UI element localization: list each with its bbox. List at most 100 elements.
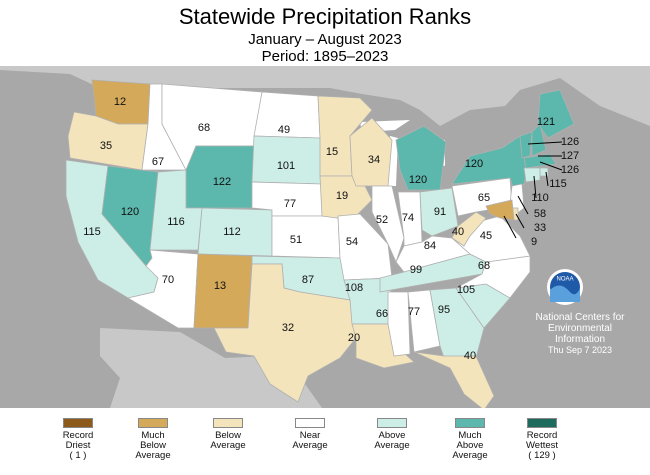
mexico-land xyxy=(100,328,322,408)
legend-item: Record Wettest( 129 ) xyxy=(502,418,582,461)
map-base-period: Period: 1895–2023 xyxy=(261,48,389,65)
legend-label-line: Average xyxy=(292,440,328,451)
state-rank-fl: 40 xyxy=(464,350,476,362)
state-tx xyxy=(213,263,357,403)
precipitation-map: 12 35 115 120 67 68 122 116 112 70 13 49 101 77 51 87 32… xyxy=(0,66,650,408)
state-rank-mi: 120 xyxy=(409,174,427,186)
legend-label-line: Below xyxy=(215,430,241,441)
state-il xyxy=(371,185,405,264)
state-rank-ky: 84 xyxy=(424,240,436,252)
state-rank-nc: 68 xyxy=(478,260,490,272)
legend-label-line: Much xyxy=(141,430,165,441)
state-ms xyxy=(387,291,411,357)
state-rank-tn: 99 xyxy=(410,264,422,276)
legend-swatch xyxy=(138,418,168,428)
legend-label-line: ( 1 ) xyxy=(69,450,87,461)
ncei-line3: Information xyxy=(554,334,606,345)
state-rank-nd: 49 xyxy=(278,124,290,136)
state-ks xyxy=(271,215,341,259)
legend-label-line: Record xyxy=(526,430,558,441)
leader-line-ri xyxy=(545,171,549,187)
state-rank-in: 74 xyxy=(402,212,414,224)
legend-item: Much Below Average xyxy=(113,418,193,461)
state-rank-ok: 87 xyxy=(302,274,314,286)
legend-swatch xyxy=(455,418,485,428)
noaa-logo-text: NOAA xyxy=(556,277,573,283)
leader-line-ct xyxy=(533,175,537,199)
legend-label-line: Driest xyxy=(65,440,91,451)
map-period-label: January – August 2023 xyxy=(248,31,402,48)
legend-label-line: Average xyxy=(374,440,410,451)
state-rank-ma: 126 xyxy=(561,164,579,176)
state-oh xyxy=(419,187,459,237)
legend-item: Record Driest( 1 ) xyxy=(38,418,118,461)
state-rank-mn: 15 xyxy=(326,146,338,158)
state-rank-ct: 110 xyxy=(531,192,549,204)
legend: Record Driest( 1 ) Much Below Average Below Av… xyxy=(0,418,650,475)
noaa-logo: NOAA xyxy=(547,269,583,305)
legend-item: Below Average xyxy=(188,418,268,451)
state-rank-sd: 101 xyxy=(277,160,295,172)
map-title: Statewide Precipitation Ranks xyxy=(178,4,472,29)
state-rank-ar: 108 xyxy=(345,282,363,294)
canada-land xyxy=(0,66,650,126)
leader-line-vt xyxy=(527,141,563,145)
leader-line-ma xyxy=(539,161,563,171)
state-rank-tx: 32 xyxy=(282,322,294,334)
state-rank-il: 52 xyxy=(376,214,388,226)
state-wy xyxy=(185,145,255,209)
legend-swatch xyxy=(63,418,93,428)
state-rank-va: 45 xyxy=(480,230,492,242)
legend-label-line: Near xyxy=(299,430,321,441)
state-rank-oh: 91 xyxy=(434,206,446,218)
legend-swatch xyxy=(527,418,557,428)
state-rank-wy: 122 xyxy=(213,176,231,188)
legend-label-line: Much xyxy=(458,430,482,441)
state-fl xyxy=(413,351,495,408)
state-rank-ms: 66 xyxy=(376,308,388,320)
state-rank-sc: 105 xyxy=(457,284,475,296)
state-me xyxy=(537,89,575,139)
legend-label-line: Average xyxy=(135,450,171,461)
state-nh xyxy=(531,123,547,157)
state-rank-ks: 51 xyxy=(290,234,302,246)
state-rank-wv: 40 xyxy=(452,226,464,238)
state-labels-layer: 12 35 115 120 67 68 122 116 112 70 13 49 101 77 51 87 32… xyxy=(83,96,555,362)
state-md xyxy=(485,199,515,221)
state-ct xyxy=(523,167,541,183)
legend-label-line: Average xyxy=(210,440,246,451)
state-rank-al: 77 xyxy=(408,306,420,318)
state-rank-ne: 77 xyxy=(284,198,296,210)
state-rank-wa: 12 xyxy=(114,96,126,108)
state-rank-mo: 54 xyxy=(346,236,358,248)
state-rank-nm: 13 xyxy=(214,280,226,292)
state-rank-vt: 126 xyxy=(561,136,579,148)
state-vt xyxy=(519,131,533,159)
state-rank-me: 121 xyxy=(537,116,555,128)
legend-label-line: Wettest xyxy=(525,440,559,451)
state-rank-ri: 115 xyxy=(549,178,567,190)
legend-label-line: Above xyxy=(456,440,484,451)
ncei-line2: Environmental xyxy=(548,323,612,334)
state-rank-ca: 115 xyxy=(83,226,101,238)
legend-item: Near Average xyxy=(270,418,350,451)
state-rank-ut: 116 xyxy=(167,216,185,228)
state-rank-mt: 68 xyxy=(198,122,210,134)
state-rank-co: 112 xyxy=(223,226,241,238)
legend-label-line: Below xyxy=(140,440,166,451)
leader-lines-layer xyxy=(503,141,563,239)
state-rank-ga: 95 xyxy=(438,304,450,316)
state-rank-de: 33 xyxy=(534,222,546,234)
state-rank-nv: 120 xyxy=(121,206,139,218)
state-wv xyxy=(451,211,487,247)
leader-line-nj xyxy=(517,195,529,215)
leader-line-de xyxy=(515,213,525,229)
state-rank-wi: 34 xyxy=(368,154,380,166)
legend-label-line: Record xyxy=(62,430,94,441)
legend-item: Much Above Average xyxy=(430,418,510,461)
state-rank-md: 9 xyxy=(531,236,537,248)
legend-swatch xyxy=(295,418,325,428)
state-rank-la: 20 xyxy=(348,332,360,344)
ncei-date: Thu Sep 7 2023 xyxy=(547,345,613,355)
